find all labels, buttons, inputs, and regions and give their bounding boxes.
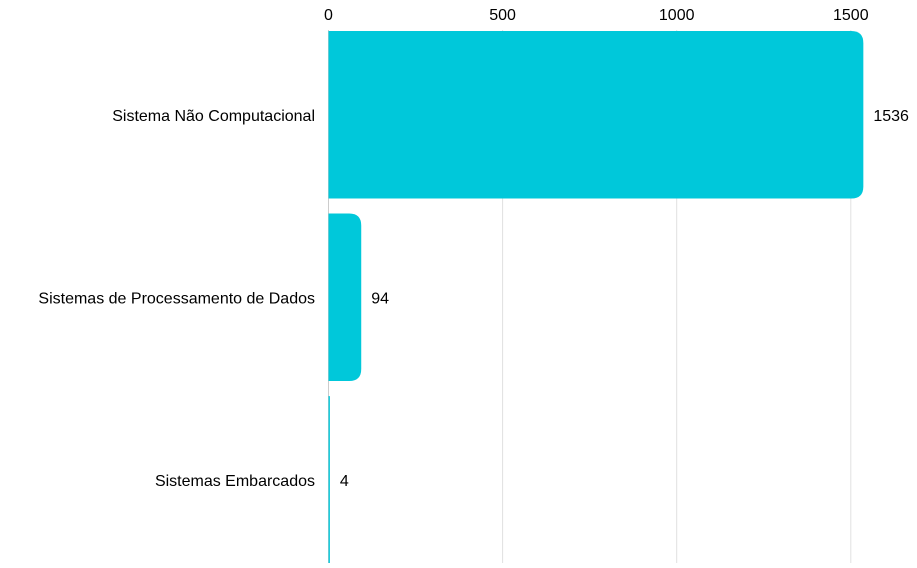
category-label-1: Sistemas de Processamento de Dados bbox=[38, 290, 315, 307]
value-label-1: 94 bbox=[371, 290, 389, 307]
tick-label-1000: 1000 bbox=[659, 7, 695, 24]
tick-labels: 0 500 1000 1500 bbox=[324, 7, 869, 24]
bar-2 bbox=[328, 396, 330, 564]
tick-label-1500: 1500 bbox=[833, 7, 869, 24]
category-label-0: Sistema Não Computacional bbox=[112, 108, 315, 125]
bars bbox=[328, 31, 864, 564]
tick-label-500: 500 bbox=[489, 7, 516, 24]
value-labels: 1536 94 4 bbox=[340, 108, 909, 490]
category-labels: Sistema Não Computacional Sistemas de Pro… bbox=[38, 108, 315, 490]
tick-label-0: 0 bbox=[324, 7, 333, 24]
value-label-2: 4 bbox=[340, 473, 349, 490]
category-label-2: Sistemas Embarcados bbox=[155, 473, 315, 490]
bar-0 bbox=[328, 31, 864, 199]
bar-1 bbox=[328, 213, 362, 381]
value-label-0: 1536 bbox=[873, 108, 909, 125]
